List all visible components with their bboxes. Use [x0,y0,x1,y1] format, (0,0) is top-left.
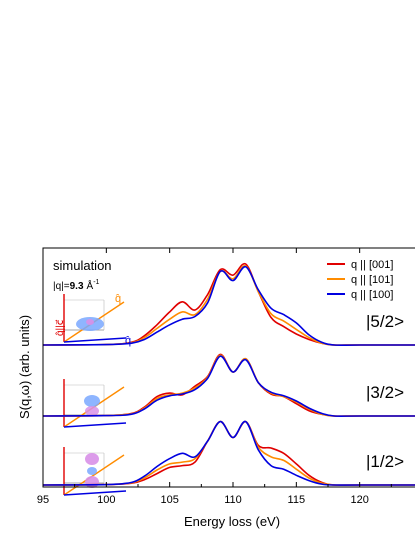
legend-entry: q || [101] [327,274,393,286]
x-tick-label: 100 [97,494,115,506]
panel-2 [42,353,415,417]
x-tick-label: 105 [160,494,178,506]
panel-label: |3/2> [366,383,404,402]
legend-entry: q || [100] [327,289,393,301]
simulation-label: simulation [53,258,112,273]
series-line [42,354,415,417]
x-axis: 9510010511011512012 [37,248,392,506]
q-value: 9.3 [70,281,84,292]
inset-axis-100 [63,337,127,343]
q-label: |q|= [53,281,70,292]
orbital-shape [85,453,99,465]
x-tick-label: 115 [288,494,306,506]
x-tick-label: 95 [37,494,49,506]
legend-label: q || [101] [351,274,393,286]
series-line [42,420,415,486]
q-exponent: -1 [93,279,99,286]
inset-5-2 [63,294,127,343]
inset-axis-label-top: q̂||c⃗ [54,319,66,336]
inset-3-2 [63,379,127,428]
panel-label: |1/2> [366,452,404,471]
y-axis-label: S(q,ω) (arb. units) [17,315,32,419]
insets [63,294,127,496]
panel-labels: |5/2> |3/2> |1/2> [366,312,404,471]
legend: q || [001] q || [101] q || [100] [327,259,393,301]
panel-3 [42,420,415,486]
series-line [42,420,415,486]
series-line [42,265,415,347]
series-line [42,420,415,486]
legend-label: q || [001] [351,259,393,271]
inset-axis-label-side: q̂ [115,293,121,305]
series-line [42,355,415,417]
x-axis-label: Energy loss (eV) [184,514,280,529]
legend-entry: q || [001] [327,259,393,271]
inset-1-2 [63,447,127,496]
x-tick-label: 120 [350,494,368,506]
q-unit: Å [87,279,94,292]
series-line [42,264,415,346]
panel-1 [42,262,415,347]
spectrum-curves [42,262,415,486]
orbital-shape [84,395,100,407]
inset-axis-label-bottom: q̂ [125,335,131,347]
panel-label: |5/2> [366,312,404,331]
legend-label: q || [100] [351,289,393,301]
q-magnitude-label: |q|=9.3 Å-1 [53,279,100,292]
x-tick-label: 110 [224,494,242,506]
